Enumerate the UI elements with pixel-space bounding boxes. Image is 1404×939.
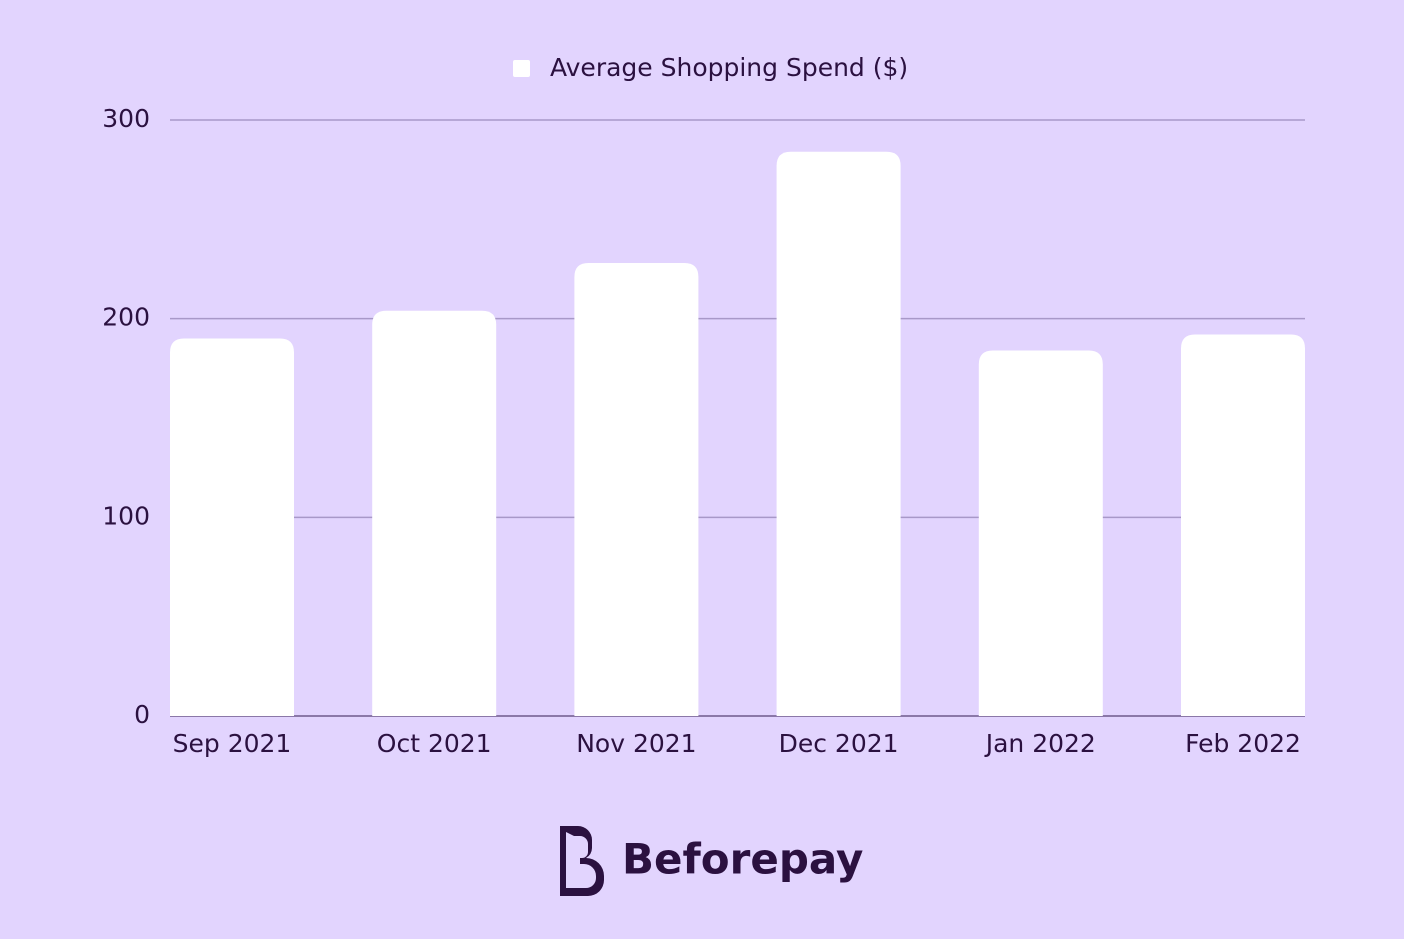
logo-mark bbox=[560, 826, 604, 896]
grid bbox=[170, 119, 1305, 717]
x-tick-label: Nov 2021 bbox=[576, 729, 696, 758]
bar bbox=[978, 350, 1103, 716]
bar bbox=[1181, 334, 1305, 716]
legend-label: Average Shopping Spend ($) bbox=[550, 53, 908, 82]
x-tick-label: Oct 2021 bbox=[377, 729, 492, 758]
y-tick-label: 0 bbox=[134, 700, 150, 729]
y-tick-label: 200 bbox=[102, 303, 150, 332]
brand: Beforepay bbox=[622, 835, 863, 884]
bar bbox=[372, 310, 497, 716]
bars bbox=[170, 151, 1305, 716]
legend-swatch bbox=[513, 60, 530, 77]
x-tick-label: Jan 2022 bbox=[984, 729, 1096, 758]
bar bbox=[776, 151, 901, 716]
labels: 0 100 200 300 Sep 2021 Oct 2021 Nov 2021 Dec 20… bbox=[102, 53, 1301, 758]
bar bbox=[170, 338, 294, 716]
logo: Beforepay bbox=[560, 826, 863, 896]
y-tick-label: 300 bbox=[102, 104, 150, 133]
x-tick-label: Feb 2022 bbox=[1185, 729, 1301, 758]
x-tick-label: Sep 2021 bbox=[173, 729, 292, 758]
y-tick-label: 100 bbox=[102, 501, 150, 530]
bar bbox=[574, 263, 699, 716]
x-tick-label: Dec 2021 bbox=[779, 729, 899, 758]
